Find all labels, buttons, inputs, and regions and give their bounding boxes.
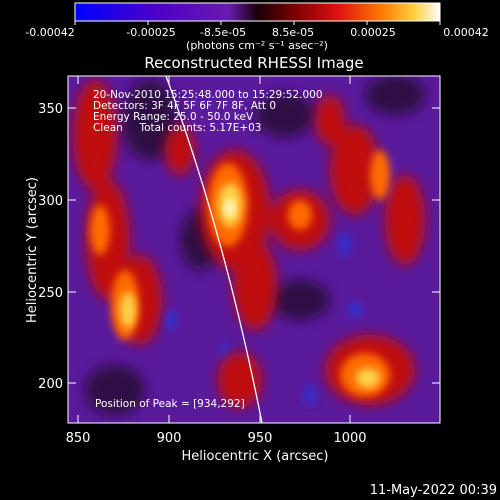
y-axis-label: Heliocentric Y (arcsec): [25, 177, 40, 323]
colorbar-tick-label: 8.5e-05: [272, 26, 314, 39]
colorbar-tick-label: -0.00025: [126, 26, 175, 39]
y-tick-label: 200: [38, 377, 63, 392]
peak-position-label: Position of Peak = [934,292]: [95, 398, 245, 410]
colorbar-tick-label: 0.00025: [350, 26, 396, 39]
y-tick-label: 350: [38, 102, 63, 117]
colorbar-tick-label: -8.5e-05: [200, 26, 246, 39]
y-tick-label: 250: [38, 286, 63, 301]
info-line-counts: Clean Total counts: 5.17E+03: [93, 122, 262, 134]
colorbar: [74, 2, 441, 22]
colorbar-tick-label: 0.00042: [443, 26, 489, 39]
colorbar-unit-label: (photons cm⁻² s⁻¹ asec⁻²): [186, 39, 328, 52]
info-line-time: 20-Nov-2010 15:25:48.000 to 15:29:52.000: [93, 89, 323, 101]
y-tick-label: 300: [38, 194, 63, 209]
x-axis-label: Heliocentric X (arcsec): [182, 449, 329, 464]
plot-frame: [67, 75, 441, 424]
x-tick-label: 900: [157, 431, 182, 446]
colorbar-ticks: [74, 21, 441, 25]
solar-image: [68, 76, 440, 423]
x-tick-label: 950: [248, 431, 273, 446]
info-line-detectors: Detectors: 3F 4F 5F 6F 7F 8F, Att 0: [93, 100, 276, 112]
solar-limb: [165, 76, 263, 423]
x-tick-label: 850: [66, 431, 91, 446]
info-line-energy: Energy Range: 25.0 - 50.0 keV: [93, 111, 254, 123]
footer-date: 11-May-2022 00:39: [370, 483, 497, 498]
x-tick-label: 1000: [333, 431, 366, 446]
colorbar-tick-label: -0.00042: [25, 26, 74, 39]
axis-ticks: [68, 76, 440, 423]
image-title: Reconstructed RHESSI Image: [144, 54, 363, 72]
